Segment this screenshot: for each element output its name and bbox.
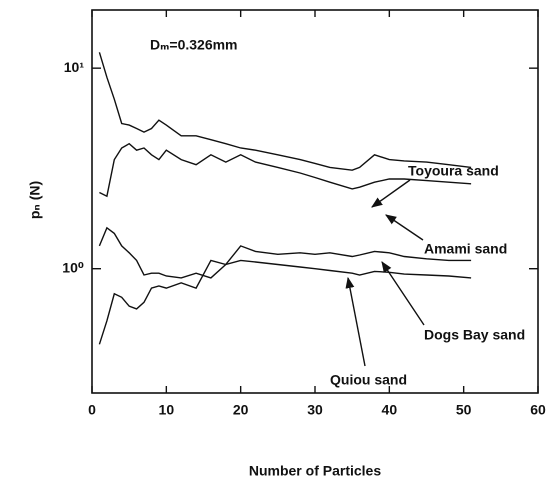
y-tick-label: 10¹	[64, 59, 85, 75]
x-tick-label: 40	[382, 402, 398, 418]
series-line	[98, 226, 472, 279]
series-label: Dogs Bay sand	[424, 327, 525, 343]
x-tick-label: 20	[233, 402, 249, 418]
series-label: Quiou sand	[330, 372, 407, 388]
annotation: Dₘ=0.326mm	[150, 37, 238, 53]
series-label: Amami sand	[424, 241, 507, 257]
x-tick-label: 10	[159, 402, 175, 418]
series-line	[98, 52, 472, 171]
arrows	[345, 179, 425, 367]
x-tick-label: 0	[88, 402, 96, 418]
series-line	[99, 142, 472, 198]
y-axis-label: pₙ (N)	[27, 181, 43, 219]
x-tick-label: 50	[456, 402, 472, 418]
x-tick-label: 30	[307, 402, 323, 418]
arrow	[381, 261, 425, 326]
arrow	[345, 276, 366, 367]
arrow	[371, 179, 411, 208]
series-label: Toyoura sand	[408, 163, 499, 179]
x-axis-label: Number of Particles	[249, 463, 381, 479]
series-line	[98, 245, 472, 345]
y-tick-label: 10⁰	[62, 259, 84, 275]
arrow	[385, 214, 424, 241]
x-tick-label: 60	[530, 402, 546, 418]
